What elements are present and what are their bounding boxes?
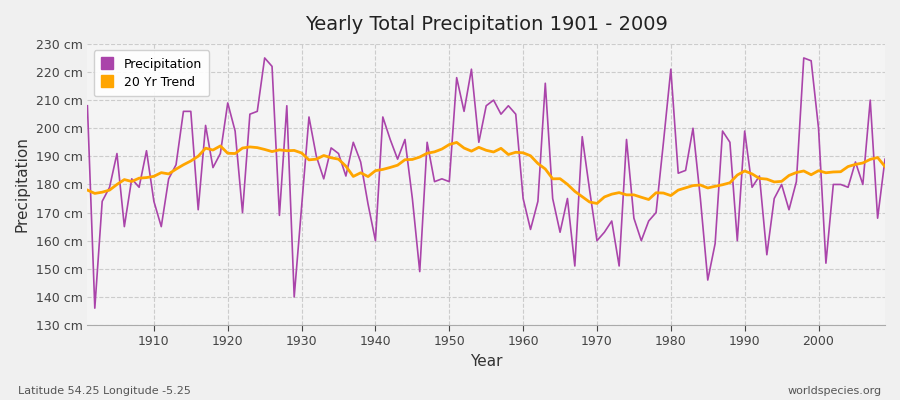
Precipitation xyxy=(319,176,329,181)
Precipitation xyxy=(363,202,374,206)
Precipitation xyxy=(148,199,159,204)
Precipitation xyxy=(525,227,535,232)
Precipitation xyxy=(82,103,93,108)
20 Yr Trend xyxy=(82,188,93,192)
Line: Precipitation: Precipitation xyxy=(87,58,885,308)
Title: Yearly Total Precipitation 1901 - 2009: Yearly Total Precipitation 1901 - 2009 xyxy=(305,15,668,34)
Precipitation xyxy=(89,306,100,310)
20 Yr Trend xyxy=(591,201,602,206)
20 Yr Trend xyxy=(879,164,890,169)
Precipitation xyxy=(621,137,632,142)
20 Yr Trend xyxy=(451,140,462,145)
20 Yr Trend xyxy=(303,158,314,162)
20 Yr Trend xyxy=(141,175,152,180)
Line: 20 Yr Trend: 20 Yr Trend xyxy=(87,142,885,204)
Y-axis label: Precipitation: Precipitation xyxy=(15,136,30,232)
20 Yr Trend xyxy=(621,192,632,197)
Precipitation xyxy=(879,157,890,162)
Precipitation xyxy=(533,199,544,204)
Precipitation xyxy=(259,56,270,60)
20 Yr Trend xyxy=(348,174,359,179)
X-axis label: Year: Year xyxy=(470,354,502,369)
Legend: Precipitation, 20 Yr Trend: Precipitation, 20 Yr Trend xyxy=(94,50,210,96)
Text: Latitude 54.25 Longitude -5.25: Latitude 54.25 Longitude -5.25 xyxy=(18,386,191,396)
20 Yr Trend xyxy=(518,150,528,155)
Text: worldspecies.org: worldspecies.org xyxy=(788,386,882,396)
20 Yr Trend xyxy=(525,153,535,158)
